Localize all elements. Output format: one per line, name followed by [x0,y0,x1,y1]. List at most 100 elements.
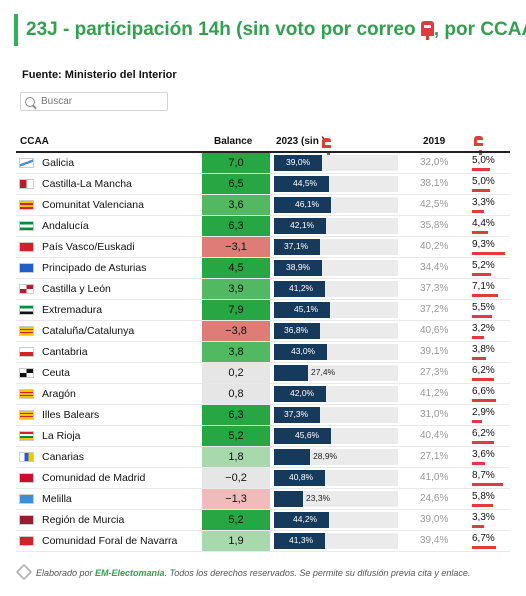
mail-vote-value: 6,7% [472,533,495,544]
participation-2023-bar [274,512,329,528]
euskadi-flag-icon [19,242,34,252]
ccaa-name: Melilla [42,493,72,505]
castilla-la-mancha-flag-icon [19,179,34,189]
ccaa-name: Principado de Asturias [42,262,147,274]
mail-vote-value: 6,2% [472,365,495,376]
participation-2019-value: 32,0% [420,157,449,168]
search-icon [25,96,35,107]
mail-vote-bar [472,378,494,381]
participation-2023-bar [274,176,329,192]
table-row: Canarias 1,8 28,9% 27,1% 3,6% [16,447,510,468]
mail-vote-bar [472,189,490,192]
participation-2019-value: 34,4% [420,262,449,273]
balance-cell: 3,8 [202,342,270,362]
murcia-flag-icon [19,515,34,525]
participation-2019-value: 41,0% [420,472,449,483]
mail-vote-value: 8,7% [472,470,495,481]
galicia-flag-icon [19,158,34,168]
participation-2023-track: 43,0% [274,344,398,360]
ccaa-name: Cantabria [42,346,88,358]
participation-2023-value: 27,4% [311,367,336,377]
participation-2023-track: 38,9% [274,260,398,276]
column-header-2023[interactable]: 2023 (sin ) [276,136,332,157]
participation-2023-bar [274,302,330,318]
participation-2019-value: 39,1% [420,346,449,357]
participation-2019-value: 27,1% [420,451,449,462]
mail-vote-bar [472,546,496,549]
table-row: Castilla-La Mancha 6,5 44,5% 38,1% 5,0% [16,174,510,195]
mailbox-icon [420,21,434,40]
participation-2023-bar [274,407,320,423]
table-row: Galicia 7,0 39,0% 32,0% 5,0% [16,153,510,174]
balance-cell: −1,3 [202,489,270,509]
table-row: Ceuta 0,2 27,4% 27,3% 6,2% [16,363,510,384]
table-row: Principado de Asturias 4,5 38,9% 34,4% 5,2% [16,258,510,279]
madrid-flag-icon [19,473,34,483]
ccaa-name: Región de Murcia [42,514,125,526]
mail-vote-bar [472,504,493,507]
mail-vote-bar [472,525,484,528]
participation-2019-value: 37,3% [420,283,449,294]
participation-2023-value: 43,0% [291,346,316,356]
cataluna-flag-icon [19,326,34,336]
participation-2023-track: 42,0% [274,386,398,402]
participation-2023-bar [274,260,322,276]
aragon-flag-icon [19,389,34,399]
table-row: Cantabria 3,8 43,0% 39,1% 3,8% [16,342,510,363]
mailbox-icon [321,138,332,157]
participation-2019-value: 41,2% [420,388,449,399]
mail-vote-value: 6,6% [472,386,495,397]
participation-2023-track: 45,6% [274,428,398,444]
column-header-balance[interactable]: Balance [214,136,253,147]
participation-2023-bar [274,386,326,402]
participation-2023-value: 23,3% [306,493,331,503]
column-header-2019[interactable]: 2019 [423,136,446,147]
participation-2019-value: 37,2% [420,304,449,315]
search-box[interactable] [20,92,168,111]
balance-cell: 5,2 [202,510,270,530]
participation-2023-track: 42,1% [274,218,398,234]
table-row: La Rioja 5,2 45,6% 40,4% 6,2% [16,426,510,447]
participation-2023-value: 44,2% [293,514,318,524]
participation-2023-track: 28,9% [274,449,398,465]
table-row: Illes Balears 6,3 37,3% 31,0% 2,9% [16,405,510,426]
mail-vote-value: 3,3% [472,512,495,523]
participation-2023-bar [274,218,326,234]
ccaa-name: Canarias [42,451,85,463]
mail-vote-value: 4,4% [472,218,495,229]
column-header-ccaa[interactable]: CCAA [20,136,49,147]
participation-2019-value: 40,4% [420,430,449,441]
participation-2019-value: 31,0% [420,409,449,420]
mail-vote-value: 5,0% [472,176,495,187]
valencia-flag-icon [19,200,34,210]
balance-cell: 3,9 [202,279,270,299]
melilla-flag-icon [19,494,34,504]
balance-cell: 6,3 [202,216,270,236]
search-input[interactable] [41,96,161,107]
title-text-start: 23J - participación 14h (sin voto por co… [26,19,421,40]
participation-2019-value: 40,6% [420,325,449,336]
table-row: Andalucía 6,3 42,1% 35,8% 4,4% [16,216,510,237]
participation-2023-value: 45,6% [295,430,320,440]
participation-2023-bar [274,155,322,171]
participation-2023-track: 41,2% [274,281,398,297]
participation-2023-bar [274,239,320,255]
participation-2023-value: 42,0% [290,388,315,398]
brand-name: EM-Electomanía [95,568,165,578]
mail-vote-bar [472,273,491,276]
mail-vote-value: 3,3% [472,197,495,208]
ccaa-name: Comunidad de Madrid [42,472,146,484]
balance-cell: 1,8 [202,447,270,467]
participation-2019-value: 35,8% [420,220,449,231]
participation-2023-bar [274,323,320,339]
participation-2023-bar [274,281,325,297]
participation-2019-value: 27,3% [420,367,449,378]
participation-2019-value: 24,6% [420,493,449,504]
participation-2023-value: 37,1% [284,241,309,251]
ccaa-name: Castilla y León [42,283,111,295]
participation-2023-bar [274,428,331,444]
mail-vote-bar [472,168,490,171]
participation-2019-value: 39,4% [420,535,449,546]
canarias-flag-icon [19,452,34,462]
ccaa-name: Castilla-La Mancha [42,178,132,190]
